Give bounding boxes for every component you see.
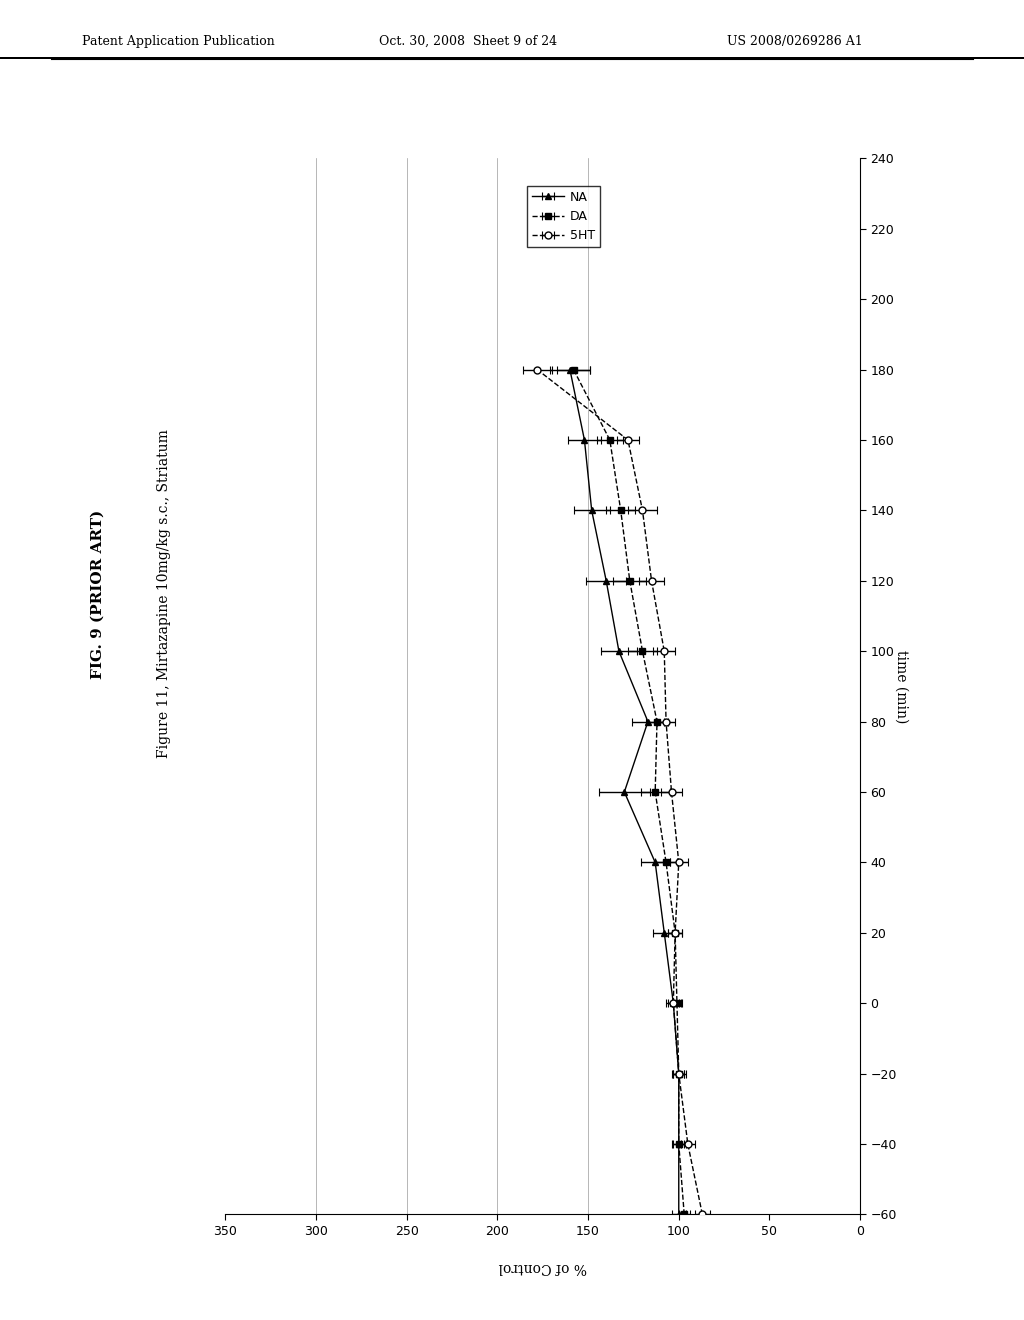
- Text: Patent Application Publication: Patent Application Publication: [82, 34, 274, 48]
- Text: US 2008/0269286 A1: US 2008/0269286 A1: [727, 34, 863, 48]
- Legend: NA, DA, 5HT: NA, DA, 5HT: [527, 186, 600, 247]
- Text: % of Control: % of Control: [499, 1261, 587, 1274]
- Text: FIG. 9 (PRIOR ART): FIG. 9 (PRIOR ART): [90, 510, 104, 678]
- Text: Figure 11, Mirtazapine 10mg/kg s.c., Striatum: Figure 11, Mirtazapine 10mg/kg s.c., Str…: [157, 429, 171, 759]
- Y-axis label: time (min): time (min): [894, 649, 908, 723]
- Text: Oct. 30, 2008  Sheet 9 of 24: Oct. 30, 2008 Sheet 9 of 24: [379, 34, 557, 48]
